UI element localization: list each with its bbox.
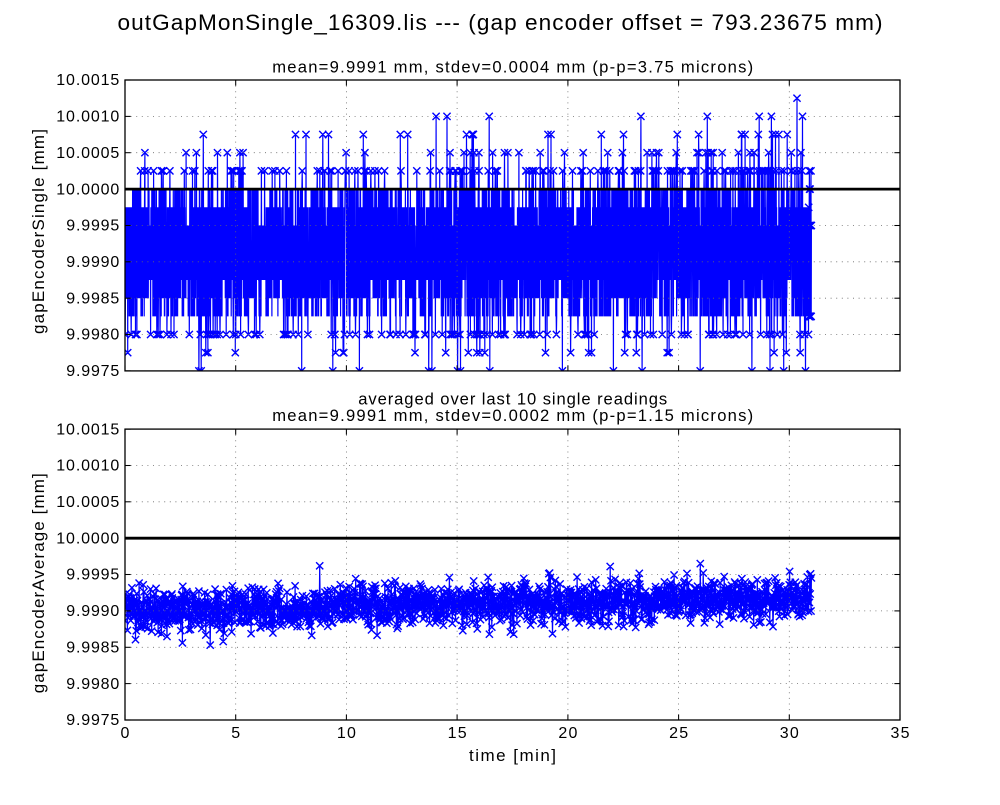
svg-text:9.9990: 9.9990: [66, 254, 119, 271]
svg-text:20: 20: [558, 725, 577, 742]
svg-text:10: 10: [337, 725, 356, 742]
svg-text:time [min]: time [min]: [469, 746, 556, 765]
svg-text:10.0010: 10.0010: [56, 458, 119, 475]
svg-text:10.0005: 10.0005: [56, 145, 119, 162]
svg-text:10.0005: 10.0005: [56, 494, 119, 511]
svg-text:mean=9.9991 mm, stdev=0.0004 m: mean=9.9991 mm, stdev=0.0004 mm (p-p=3.7…: [272, 58, 753, 77]
svg-text:25: 25: [669, 725, 688, 742]
svg-text:outGapMonSingle_16309.lis ---: outGapMonSingle_16309.lis --- (gap encod…: [118, 10, 883, 35]
svg-text:9.9975: 9.9975: [66, 363, 119, 380]
svg-text:10.0015: 10.0015: [56, 72, 119, 89]
svg-text:gapEncoderAverage [mm]: gapEncoderAverage [mm]: [29, 473, 48, 693]
svg-text:9.9990: 9.9990: [66, 603, 119, 620]
svg-text:9.9975: 9.9975: [66, 712, 119, 729]
svg-text:10.0015: 10.0015: [56, 421, 119, 438]
svg-text:gapEncoderSingle [mm]: gapEncoderSingle [mm]: [29, 129, 48, 334]
svg-text:averaged over last 10 single r: averaged over last 10 single readings: [358, 390, 667, 409]
svg-text:9.9980: 9.9980: [66, 327, 119, 344]
svg-text:35: 35: [891, 725, 910, 742]
svg-text:9.9980: 9.9980: [66, 676, 119, 693]
svg-text:mean=9.9991 mm, stdev=0.0002 m: mean=9.9991 mm, stdev=0.0002 mm (p-p=1.1…: [272, 406, 753, 425]
svg-text:10.0000: 10.0000: [56, 181, 119, 198]
svg-text:10.0000: 10.0000: [56, 530, 119, 547]
svg-text:5: 5: [231, 725, 240, 742]
svg-text:9.9995: 9.9995: [66, 567, 119, 584]
svg-text:9.9995: 9.9995: [66, 218, 119, 235]
svg-text:9.9985: 9.9985: [66, 640, 119, 657]
svg-text:9.9985: 9.9985: [66, 290, 119, 307]
svg-text:10.0010: 10.0010: [56, 109, 119, 126]
svg-text:15: 15: [448, 725, 467, 742]
svg-text:30: 30: [780, 725, 799, 742]
svg-text:0: 0: [121, 725, 130, 742]
